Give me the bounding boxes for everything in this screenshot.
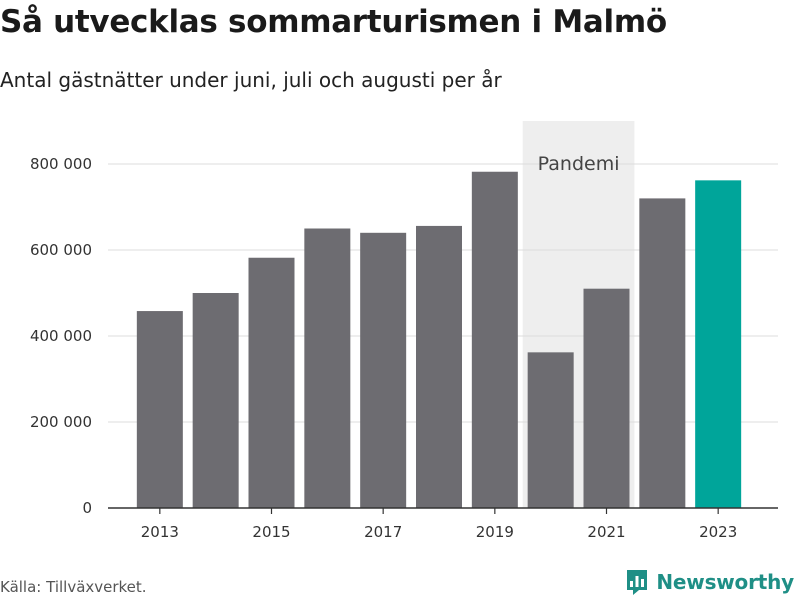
bar-2019 — [471, 171, 518, 509]
y-tick-label: 400 000 — [30, 327, 92, 345]
x-tick-label: 2023 — [699, 523, 737, 541]
bar-chart: Pandemi 0 200 000 400 000 600 000 800 000 2013… — [30, 121, 778, 541]
chart-title: Så utvecklas sommarturismen i Malmö — [0, 4, 667, 40]
y-tick-label: 800 000 — [30, 155, 92, 173]
bar-2016 — [304, 228, 351, 508]
y-tick-label: 600 000 — [30, 241, 92, 259]
newsworthy-chart-icon — [627, 570, 648, 595]
newsworthy-logo: Newsworthy — [625, 568, 794, 596]
y-tick-label: 0 — [82, 499, 92, 517]
bar-2023 — [695, 180, 742, 508]
bar-2014 — [192, 293, 239, 508]
bar-2022 — [639, 198, 686, 508]
y-tick-label: 200 000 — [30, 413, 92, 431]
bar-2018 — [416, 225, 462, 509]
bar-2013 — [136, 311, 183, 508]
chart-subtitle: Antal gästnätter under juni, juli och au… — [0, 68, 502, 92]
x-tick-label: 2021 — [587, 523, 625, 541]
brand-name: Newsworthy — [656, 570, 794, 594]
source-note: Källa: Tillväxverket. — [0, 578, 147, 596]
bar-2017 — [360, 232, 407, 509]
x-tick-label: 2017 — [364, 523, 402, 541]
pandemic-band-label: Pandemi — [538, 153, 620, 175]
bar-2021 — [583, 288, 630, 508]
bar-2020 — [527, 352, 574, 508]
bar-2015 — [248, 257, 295, 508]
x-tick-label: 2019 — [476, 523, 514, 541]
x-tick-label: 2013 — [141, 523, 179, 541]
x-tick-label: 2015 — [252, 523, 290, 541]
